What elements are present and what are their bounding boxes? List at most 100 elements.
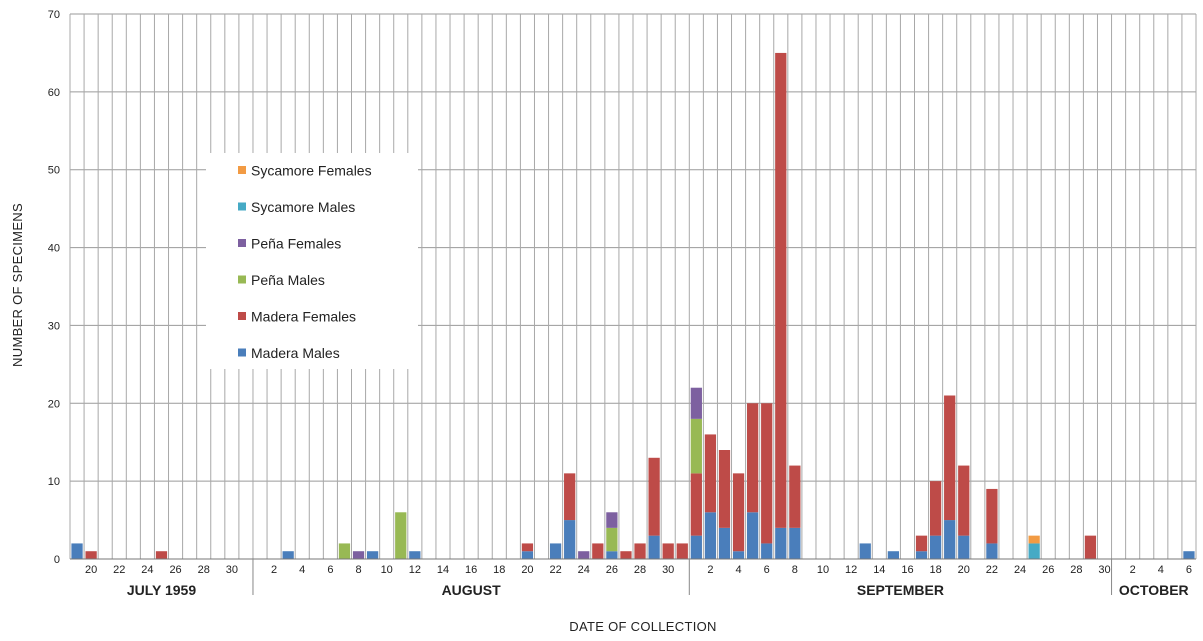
x-tick-label: 6 bbox=[327, 564, 333, 576]
bar-segment bbox=[718, 527, 731, 559]
x-tick-label: 30 bbox=[226, 564, 238, 576]
x-tick-label: 4 bbox=[299, 564, 305, 576]
month-label: JULY 1959 bbox=[127, 582, 196, 598]
legend-swatch bbox=[238, 202, 246, 211]
legend-swatch bbox=[238, 312, 246, 320]
x-tick-label: 24 bbox=[578, 564, 590, 576]
bar-segment bbox=[676, 543, 688, 559]
x-tick-label: 2 bbox=[271, 564, 277, 576]
x-tick-label: 4 bbox=[736, 564, 742, 576]
x-tick-label: 26 bbox=[169, 564, 181, 576]
bar-segment bbox=[155, 551, 168, 559]
bar-segment bbox=[578, 551, 590, 559]
x-tick-label: 12 bbox=[845, 564, 857, 576]
legend: Sycamore Females Sycamore Males Peña Femal… bbox=[206, 153, 418, 369]
bar-segment bbox=[789, 527, 801, 559]
bar-segment bbox=[85, 551, 97, 559]
bar-segment bbox=[352, 551, 365, 559]
x-axis-title: DATE OF COLLECTION bbox=[569, 619, 716, 634]
x-tick-label: 28 bbox=[1070, 564, 1082, 576]
bar-segment bbox=[775, 527, 787, 559]
bar-segment bbox=[549, 543, 562, 559]
bar-segment bbox=[606, 512, 618, 528]
x-tick-label: 18 bbox=[929, 564, 941, 576]
bar-segment bbox=[521, 551, 534, 559]
bar-segment bbox=[690, 387, 702, 419]
x-tick-label: 2 bbox=[1130, 564, 1136, 576]
x-tick-label: 2 bbox=[707, 564, 713, 576]
x-tick-label: 30 bbox=[662, 564, 674, 576]
bar-segment bbox=[282, 551, 294, 559]
x-tick-label: 24 bbox=[1014, 564, 1026, 576]
legend-swatch bbox=[238, 239, 246, 247]
month-label: OCTOBER bbox=[1119, 582, 1189, 598]
x-tick-label: 10 bbox=[817, 564, 829, 576]
x-tick-label: 12 bbox=[409, 564, 421, 576]
bar-segment bbox=[395, 512, 407, 559]
bar-segment bbox=[775, 52, 787, 528]
bar-segment bbox=[606, 527, 618, 552]
x-tick-label: 22 bbox=[549, 564, 561, 576]
bar-layer bbox=[71, 52, 1195, 559]
x-tick-label: 4 bbox=[1158, 564, 1164, 576]
x-tick-label: 18 bbox=[493, 564, 505, 576]
bar-segment bbox=[944, 520, 956, 559]
x-tick-label: 6 bbox=[764, 564, 770, 576]
x-tick-label: 14 bbox=[873, 564, 885, 576]
legend-background bbox=[206, 153, 418, 369]
bar-segment bbox=[747, 512, 759, 559]
y-axis-title: NUMBER OF SPECIMENS bbox=[10, 203, 25, 367]
bar-segment bbox=[564, 473, 576, 521]
bar-segment bbox=[690, 418, 702, 474]
x-tick-label: 22 bbox=[986, 564, 998, 576]
y-tick-label: 20 bbox=[48, 398, 60, 410]
legend-label: Madera Females bbox=[251, 309, 356, 325]
x-tick-label: 20 bbox=[521, 564, 533, 576]
bar-segment bbox=[915, 551, 928, 559]
y-tick-label: 40 bbox=[48, 243, 60, 255]
bar-segment bbox=[929, 535, 942, 559]
bar-segment bbox=[648, 535, 660, 559]
legend-swatch bbox=[238, 275, 246, 284]
x-tick-label: 10 bbox=[381, 564, 393, 576]
month-label: AUGUST bbox=[442, 582, 502, 598]
bar-segment bbox=[338, 543, 351, 559]
y-tick-label: 60 bbox=[48, 87, 60, 99]
legend-label: Madera Males bbox=[251, 345, 340, 361]
bar-segment bbox=[986, 488, 998, 544]
bar-segment bbox=[704, 512, 717, 559]
bar-segment bbox=[958, 465, 970, 536]
bar-segment bbox=[690, 535, 702, 559]
x-tick-label: 26 bbox=[1042, 564, 1054, 576]
legend-label: Sycamore Males bbox=[251, 199, 355, 215]
x-tick-label: 16 bbox=[901, 564, 913, 576]
bar-segment bbox=[887, 551, 900, 559]
legend-swatch bbox=[238, 166, 246, 174]
bar-segment bbox=[732, 551, 745, 559]
bar-segment bbox=[521, 543, 534, 552]
y-tick-label: 10 bbox=[48, 476, 60, 488]
x-tick-label: 26 bbox=[606, 564, 618, 576]
bar-segment bbox=[944, 395, 956, 521]
x-tick-label: 28 bbox=[634, 564, 646, 576]
bar-segment bbox=[564, 520, 576, 559]
bar-segment bbox=[761, 543, 773, 559]
legend-label: Peña Males bbox=[251, 272, 325, 288]
bar-segment bbox=[1028, 543, 1040, 559]
bar-segment bbox=[859, 543, 871, 559]
bar-segment bbox=[761, 403, 773, 544]
bar-segment bbox=[366, 551, 379, 559]
bar-segment bbox=[1183, 551, 1195, 559]
bar-segment bbox=[929, 481, 942, 536]
y-tick-label: 70 bbox=[48, 9, 60, 21]
x-tick-label: 20 bbox=[958, 564, 970, 576]
bar-segment bbox=[915, 535, 928, 552]
legend-label: Peña Females bbox=[251, 236, 341, 252]
bar-segment bbox=[732, 473, 745, 552]
legend-label: Sycamore Females bbox=[251, 163, 372, 179]
bar-segment bbox=[592, 543, 604, 559]
x-tick-label: 6 bbox=[1186, 564, 1192, 576]
